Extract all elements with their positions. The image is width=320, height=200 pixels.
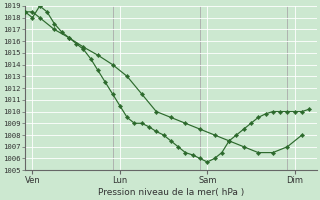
- X-axis label: Pression niveau de la mer( hPa ): Pression niveau de la mer( hPa ): [98, 188, 244, 197]
